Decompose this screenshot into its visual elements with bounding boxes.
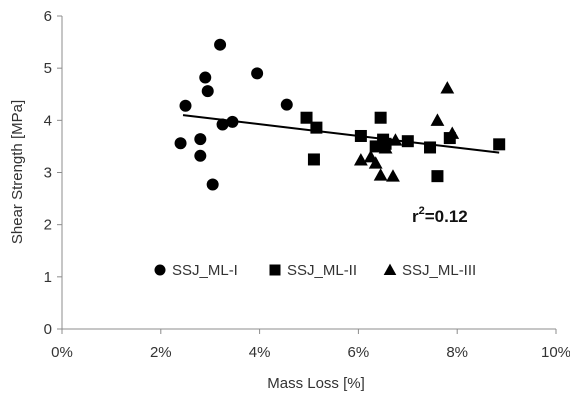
x-tick-label: 10% xyxy=(541,344,570,361)
x-tick-label: 8% xyxy=(446,344,468,361)
r-squared-value: =0.12 xyxy=(425,207,468,226)
legend-marker-triangle xyxy=(383,263,397,276)
r-squared-superscript: 2 xyxy=(419,205,425,217)
data-point-circle xyxy=(199,71,212,84)
data-point-circle xyxy=(251,67,264,80)
data-point-triangle xyxy=(368,156,383,169)
legend-marker-square xyxy=(269,264,281,276)
data-point-triangle xyxy=(373,168,388,181)
data-point-square xyxy=(374,111,387,124)
legend-label: SSJ_ML-I xyxy=(172,262,238,279)
data-point-circle xyxy=(216,118,229,131)
legend-label: SSJ_ML-II xyxy=(287,262,357,279)
y-tick-label: 0 xyxy=(44,321,52,338)
data-point-square xyxy=(401,135,414,148)
data-point-square xyxy=(310,121,323,134)
data-point-circle xyxy=(174,137,187,150)
data-point-circle xyxy=(179,99,192,112)
points-group xyxy=(174,38,506,191)
data-point-square xyxy=(431,170,444,183)
x-tick-label: 6% xyxy=(348,344,370,361)
data-point-square xyxy=(300,111,313,124)
r-squared-prefix: r xyxy=(412,207,419,226)
x-axis-title: Mass Loss [%] xyxy=(267,375,365,392)
y-tick-label: 6 xyxy=(44,8,52,25)
x-tick-label: 2% xyxy=(150,344,172,361)
r-squared-annotation: r2=0.12 xyxy=(412,205,468,226)
y-tick-label: 5 xyxy=(44,60,52,77)
legend-label: SSJ_ML-III xyxy=(402,262,476,279)
data-point-triangle xyxy=(378,141,393,154)
data-point-square xyxy=(354,129,367,142)
data-point-circle xyxy=(194,149,207,162)
data-point-circle xyxy=(226,115,239,128)
data-point-circle xyxy=(201,85,214,98)
y-tick-label: 4 xyxy=(44,112,52,129)
y-tick-label: 3 xyxy=(44,165,52,182)
legend-marker-circle xyxy=(154,264,166,276)
data-point-circle xyxy=(206,178,219,191)
axes-group: 0 1 2 3 4 5 6 0% 2% 4% 6% 8% 10% xyxy=(44,8,570,361)
data-point-square xyxy=(493,138,506,151)
data-point-circle xyxy=(214,38,227,51)
x-tick-label: 0% xyxy=(51,344,73,361)
data-point-triangle xyxy=(386,169,400,182)
y-axis-title: Shear Strength [MPa] xyxy=(9,100,26,244)
data-point-square xyxy=(424,141,437,154)
data-point-circle xyxy=(280,98,293,111)
legend: SSJ_ML-I SSJ_ML-II SSJ_ML-III xyxy=(154,262,476,279)
data-point-triangle xyxy=(440,81,455,94)
y-tick-label: 2 xyxy=(44,217,52,234)
data-point-circle xyxy=(194,133,207,146)
y-tick-label: 1 xyxy=(44,269,52,286)
data-point-triangle xyxy=(445,126,460,139)
data-point-triangle xyxy=(430,113,445,126)
data-point-square xyxy=(307,153,320,166)
x-tick-label: 4% xyxy=(249,344,271,361)
data-point-triangle xyxy=(353,153,368,166)
data-point-triangle xyxy=(388,133,403,146)
